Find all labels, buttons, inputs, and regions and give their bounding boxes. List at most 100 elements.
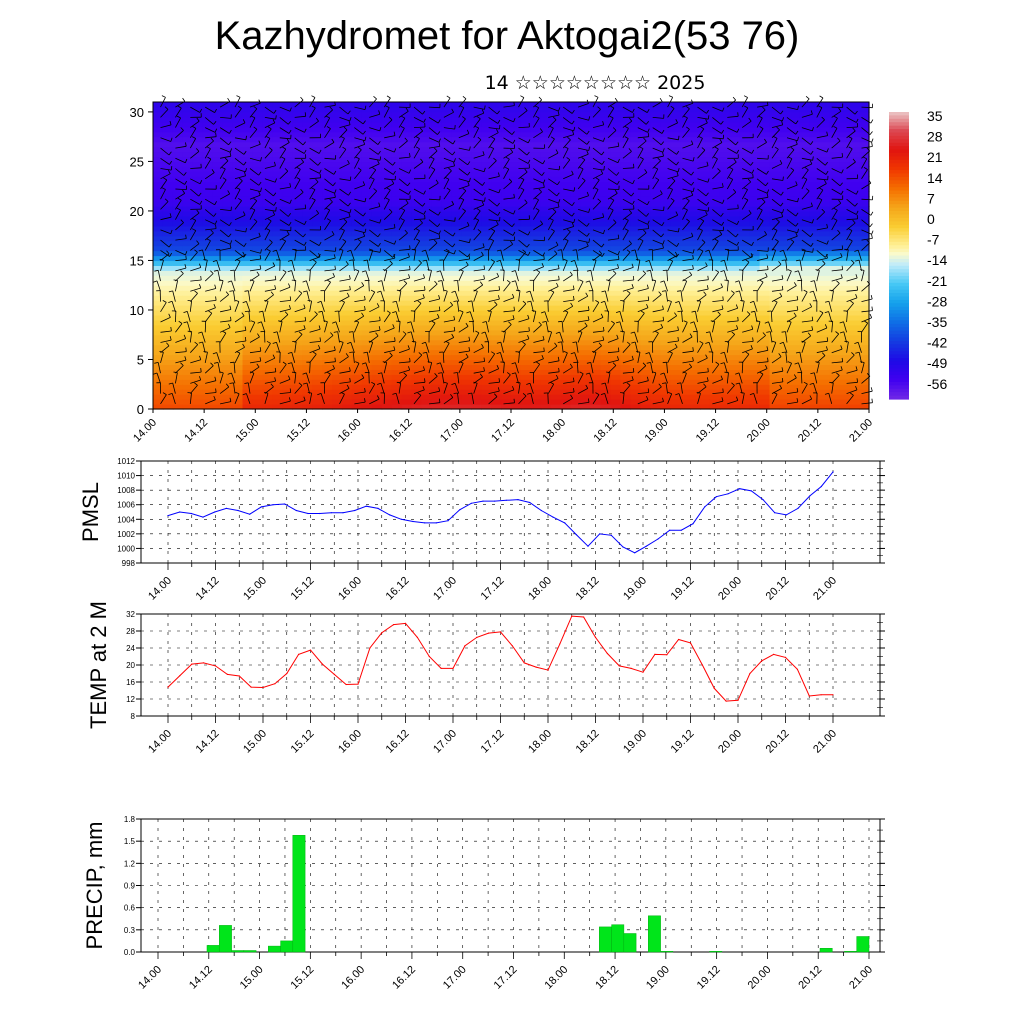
- wind-barb-flag: [870, 119, 874, 124]
- wind-barb-flag: [790, 239, 795, 243]
- wind-barb: [234, 108, 242, 118]
- wind-barb: [219, 127, 230, 134]
- wind-barb: [727, 320, 739, 323]
- wind-barb-flag: [527, 335, 530, 340]
- wind-barb: [518, 157, 529, 164]
- wind-barb: [786, 321, 792, 333]
- wind-barb: [413, 106, 423, 115]
- wind-barb: [548, 371, 560, 374]
- wind-barb-flag: [272, 341, 277, 344]
- wind-barb-flag: [437, 119, 441, 124]
- wind-barb-flag: [570, 352, 575, 355]
- wind-barb-flag: [527, 251, 531, 256]
- wind-barb-flag: [612, 362, 617, 366]
- wind-barb: [831, 178, 841, 187]
- wind-barb: [682, 274, 693, 282]
- wind-barb-flag: [646, 376, 649, 381]
- wind-barb: [309, 213, 319, 221]
- wind-barb: [831, 277, 843, 282]
- wind-barb: [321, 311, 325, 323]
- data-point: [167, 515, 169, 517]
- wind-barb-flag: [230, 269, 235, 271]
- wind-barb: [279, 209, 289, 217]
- wind-barb: [458, 350, 470, 354]
- wind-barb: [171, 393, 176, 405]
- x-tick-label: 19.00: [644, 964, 672, 992]
- x-tick-label: 14.00: [136, 964, 164, 992]
- wind-barb: [665, 382, 668, 394]
- wind-barb: [771, 264, 782, 272]
- wind-barb: [637, 312, 645, 323]
- wind-barb-flag: [826, 148, 829, 153]
- data-point: [820, 694, 822, 696]
- wind-barb: [577, 325, 588, 333]
- wind-barb-flag: [176, 115, 181, 119]
- wind-barb: [294, 99, 304, 108]
- data-point: [238, 675, 240, 677]
- wind-barb-flag: [243, 150, 247, 155]
- wind-barb: [384, 257, 395, 261]
- data-point: [634, 552, 636, 554]
- y-axis-label: TEMP at 2 M: [86, 601, 111, 729]
- wind-barb: [637, 106, 648, 113]
- wind-barb-flag: [473, 289, 478, 292]
- wind-barb: [697, 250, 704, 261]
- wind-barb: [156, 280, 161, 292]
- wind-barb: [503, 219, 513, 228]
- wind-barb-flag: [300, 96, 304, 101]
- wind-barb: [367, 259, 370, 271]
- wind-barb: [248, 290, 251, 302]
- data-point: [476, 636, 478, 639]
- wind-barb-flag: [601, 151, 605, 156]
- wind-barb-flag: [467, 171, 471, 176]
- wind-barb: [813, 290, 818, 302]
- wind-barb: [607, 273, 617, 282]
- x-tick-label: 15.12: [285, 417, 313, 445]
- wind-barb: [488, 117, 499, 124]
- data-point: [307, 512, 309, 515]
- wind-barb: [816, 183, 827, 190]
- wind-barb-flag: [496, 341, 501, 344]
- wind-barb: [233, 290, 236, 302]
- wind-barb: [175, 130, 184, 139]
- wind-barb-flag: [393, 254, 396, 259]
- wind-barb: [339, 209, 351, 214]
- wind-barb: [652, 209, 664, 211]
- wind-barb-flag: [317, 161, 321, 166]
- wind-barb: [279, 148, 287, 159]
- wind-barb: [831, 128, 838, 138]
- wind-barb: [846, 262, 855, 272]
- wind-barb-flag: [717, 311, 721, 315]
- wind-barb: [682, 188, 694, 192]
- wind-barb-flag: [258, 191, 261, 196]
- precip-bar: [648, 915, 661, 953]
- y-tick-label: 24: [126, 644, 135, 653]
- wind-barb-flag: [870, 387, 873, 392]
- data-point: [369, 647, 371, 649]
- wind-barb: [727, 115, 739, 118]
- data-point: [517, 499, 519, 501]
- wind-barb-flag: [364, 197, 367, 202]
- wind-barb: [771, 289, 783, 292]
- wind-barb: [383, 355, 393, 364]
- wind-barb: [828, 301, 833, 312]
- wind-barb-flag: [810, 202, 813, 207]
- wind-barb: [204, 140, 214, 149]
- wind-barb: [324, 269, 336, 272]
- wind-barb: [398, 117, 406, 128]
- wind-barb: [369, 206, 381, 210]
- data-point: [226, 673, 228, 676]
- wind-barb: [666, 362, 668, 374]
- wind-barb-flag: [617, 142, 620, 147]
- wind-barb-flag: [289, 296, 292, 301]
- wind-barb: [175, 365, 184, 374]
- wind-barb-flag: [795, 181, 798, 186]
- wind-barb: [219, 147, 231, 153]
- wind-barb-flag: [849, 392, 854, 396]
- wind-barb: [607, 351, 619, 354]
- wind-barb-flag: [737, 204, 739, 209]
- wind-barb: [175, 222, 184, 231]
- x-tick-label: 15.12: [289, 964, 317, 992]
- data-point: [540, 509, 542, 512]
- wind-barb: [264, 265, 275, 272]
